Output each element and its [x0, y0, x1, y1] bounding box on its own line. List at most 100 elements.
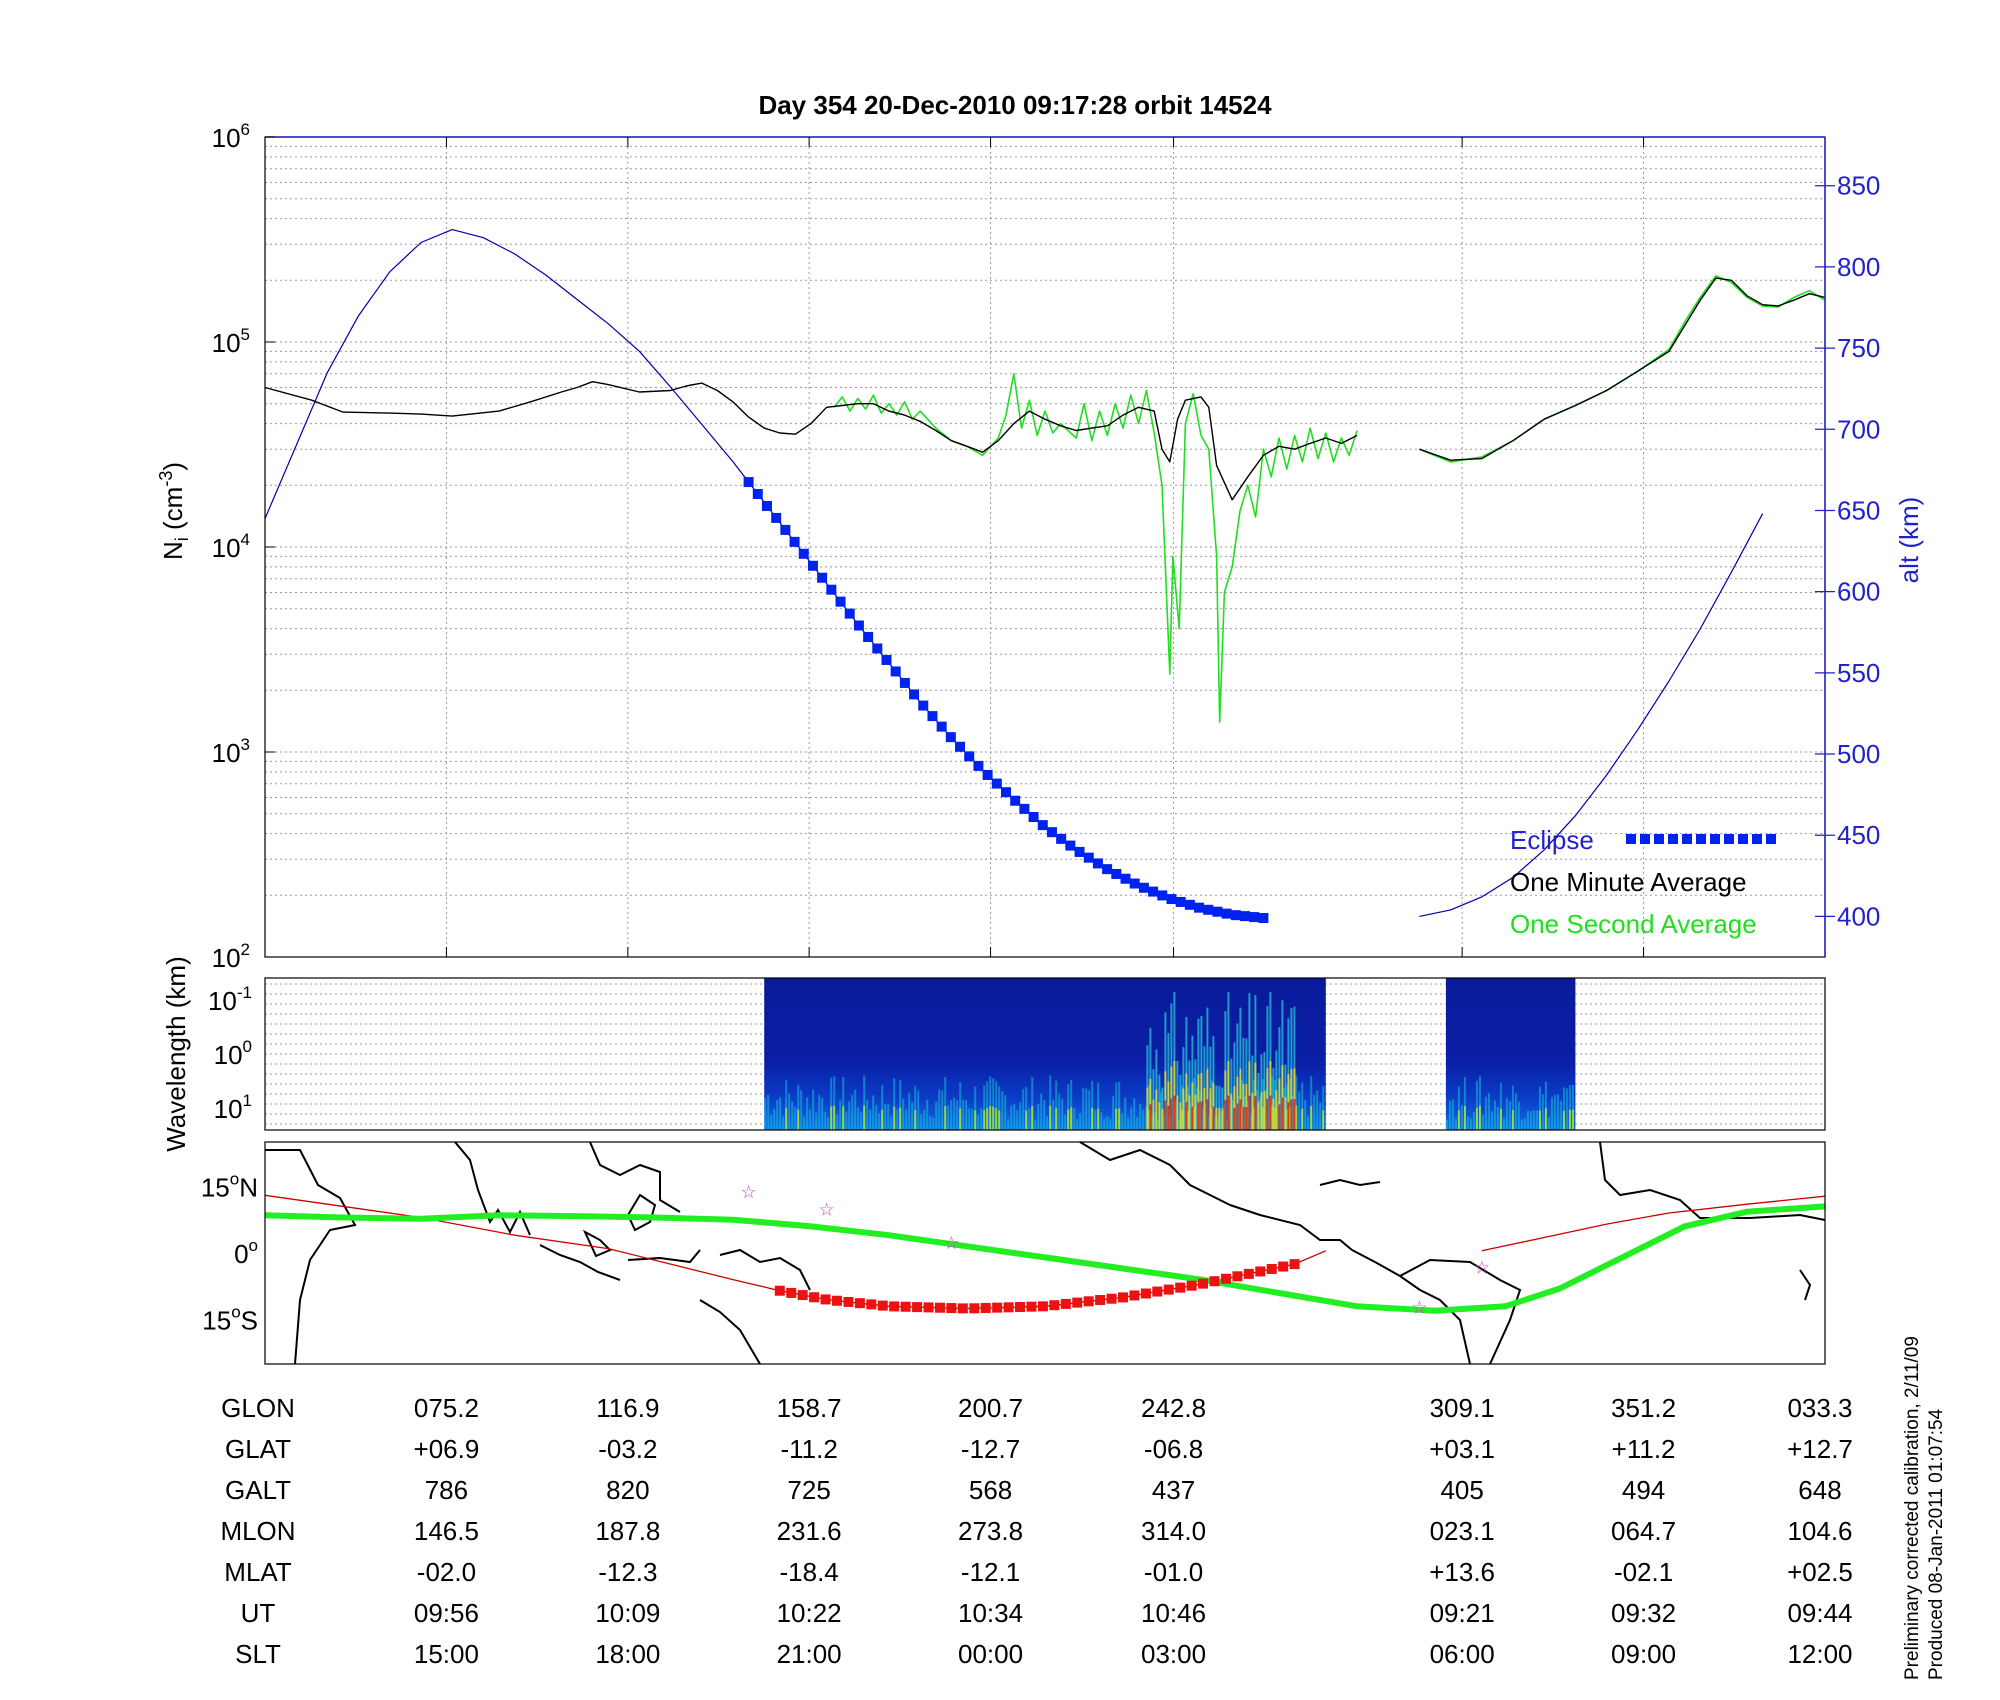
spectrogram-streak: [1517, 1101, 1520, 1130]
spectrogram-streak: [1073, 1108, 1076, 1130]
spectrogram-streak: [1281, 1097, 1284, 1130]
spectrogram-streak: [1238, 1095, 1241, 1130]
spectrogram-streak: [836, 1114, 839, 1130]
spectrogram-streak: [1155, 1049, 1158, 1130]
eclipse-track-marker: [1072, 1297, 1083, 1308]
altitude-tick-label: 850: [1837, 171, 1880, 201]
spectrogram-streak: [809, 1109, 812, 1130]
table-cell: 10:22: [777, 1598, 842, 1628]
spectrogram-streak: [1067, 1109, 1070, 1130]
spectrogram-streak: [833, 1076, 836, 1130]
spectrogram-streak: [965, 1100, 968, 1130]
eclipse-track-marker: [866, 1299, 877, 1310]
spectrogram-streak: [947, 1105, 950, 1130]
spectrogram-streak: [1487, 1093, 1490, 1130]
eclipse-track-marker: [1106, 1293, 1117, 1304]
spectrogram-streak: [1463, 1106, 1466, 1130]
eclipse-track-marker: [889, 1301, 900, 1312]
table-cell: 351.2: [1611, 1393, 1676, 1423]
spectrogram-streak: [1571, 1084, 1574, 1130]
density-tick-label: 105: [212, 325, 250, 358]
spectrogram-streak: [1124, 1097, 1127, 1130]
spectrogram-streak: [1445, 1119, 1448, 1130]
eclipse-marker: [1102, 864, 1113, 875]
spectrogram-frame: [264, 977, 1826, 1131]
spectrogram-streak: [1514, 1093, 1517, 1130]
spectrogram-streak: [1028, 1107, 1031, 1130]
spectrogram-streak: [1241, 1107, 1244, 1130]
spectrogram-streak: [1211, 1080, 1214, 1130]
spectrogram-streak: [1268, 1099, 1271, 1130]
coastline: [1229, 1204, 1353, 1251]
spectrogram-streak: [1215, 1107, 1218, 1130]
coastline: [265, 1149, 357, 1365]
spectrogram-streak: [1227, 1095, 1230, 1130]
eclipse-marker-series: [743, 477, 1269, 924]
spectrogram-streak: [878, 1113, 881, 1130]
ion-density-grid: [265, 137, 1825, 958]
spectrogram-streak: [812, 1089, 815, 1130]
spectrogram-streak: [824, 1112, 827, 1130]
spectrogram-streak: [986, 1081, 989, 1130]
spectrogram-streak: [1176, 1095, 1179, 1130]
table-cell: 242.8: [1141, 1393, 1206, 1423]
spectrogram-streak: [1164, 1100, 1167, 1130]
eclipse-marker: [1065, 840, 1076, 851]
spectrogram-streak: [1478, 1075, 1481, 1130]
spectrogram-streak: [1254, 1096, 1257, 1130]
chart-title: Day 354 20-Dec-2010 09:17:28 orbit 14524: [758, 90, 1272, 120]
spectrogram-streak: [1233, 1108, 1236, 1130]
table-cell: 494: [1622, 1475, 1665, 1505]
spectrogram-streak: [1170, 1066, 1173, 1130]
spectrogram-streak: [1239, 1099, 1242, 1130]
spectrogram-streak: [1187, 1086, 1190, 1130]
spectrogram-streak: [1269, 1095, 1272, 1130]
spectrogram-streak: [803, 1116, 806, 1130]
spectrogram-streak: [1103, 1118, 1106, 1130]
spectrogram-streak: [1553, 1094, 1556, 1130]
spectrogram-streak: [1100, 1112, 1103, 1130]
spectrogram-streak: [854, 1089, 857, 1130]
eclipse-track-marker: [957, 1303, 968, 1314]
spectrogram-streak: [959, 1082, 962, 1130]
table-cell: -02.0: [417, 1557, 476, 1587]
legend-eclipse-marker: [1766, 834, 1776, 844]
spectrogram-streak: [1167, 1105, 1170, 1130]
altitude-tick-label: 600: [1837, 577, 1880, 607]
table-cell: 064.7: [1611, 1516, 1676, 1546]
eclipse-marker: [1157, 890, 1168, 901]
spectrogram-streak: [1221, 1108, 1224, 1130]
spectrogram-streak: [1448, 1100, 1451, 1130]
eclipse-track-marker: [832, 1295, 842, 1306]
spectrogram-streak: [767, 1094, 770, 1130]
spectrogram-streak: [941, 1090, 944, 1130]
table-cell: -02.1: [1614, 1557, 1673, 1587]
legend-eclipse-marker: [1710, 834, 1720, 844]
spectrogram-streak: [1457, 1086, 1460, 1130]
spectrogram-streak: [1112, 1095, 1115, 1130]
table-cell: 187.8: [595, 1516, 660, 1546]
legend-eclipse-marker: [1654, 834, 1664, 844]
eclipse-track-marker: [1003, 1302, 1014, 1313]
spectrogram-streak: [1190, 1104, 1193, 1130]
spectrogram-streak: [764, 1097, 767, 1130]
spectrogram-streak: [923, 1109, 926, 1130]
spectrogram-streak: [980, 1107, 983, 1130]
spectrogram-streak: [851, 1095, 854, 1130]
spectrogram-panel: 10-1 100 101 Wavelength (km): [161, 956, 1826, 1152]
table-cell: 10:46: [1141, 1598, 1206, 1628]
spectrogram-streak: [821, 1098, 824, 1130]
eclipse-marker: [1194, 902, 1205, 913]
spectrogram-streak: [1091, 1080, 1094, 1130]
spectrogram-streak: [1097, 1108, 1100, 1130]
eclipse-track-marker: [1015, 1301, 1026, 1312]
spectrogram-streak: [1307, 1116, 1310, 1130]
spectrogram-streak: [1478, 1105, 1481, 1130]
spectrogram-streak: [998, 1086, 1001, 1130]
spectrogram-streak: [1151, 1113, 1154, 1130]
eclipse-marker: [1111, 868, 1122, 879]
spectrogram-streak: [1106, 1116, 1109, 1130]
spectrogram-streak: [1266, 1099, 1269, 1130]
spectrogram-streak: [1242, 1106, 1245, 1130]
spectrogram-streak: [1091, 1107, 1094, 1130]
